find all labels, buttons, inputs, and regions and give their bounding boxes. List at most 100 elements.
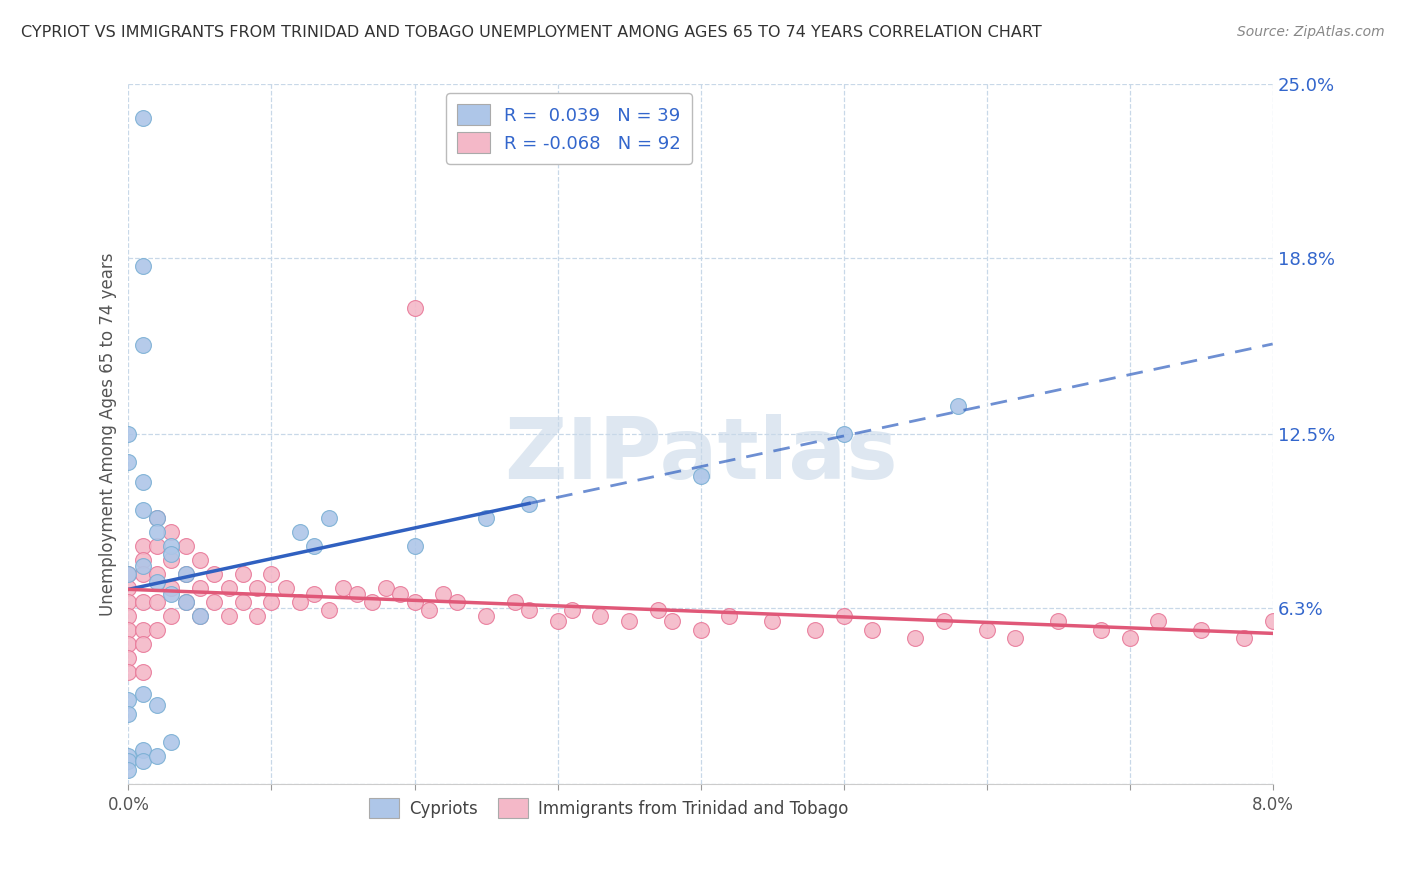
- Point: [718, 608, 741, 623]
- Point: [389, 586, 412, 600]
- Point: [318, 511, 340, 525]
- Point: [132, 637, 155, 651]
- Point: [174, 595, 197, 609]
- Point: [117, 748, 139, 763]
- Point: [1090, 623, 1112, 637]
- Point: [246, 581, 269, 595]
- Point: [132, 623, 155, 637]
- Point: [547, 615, 569, 629]
- Point: [146, 511, 169, 525]
- Point: [832, 427, 855, 442]
- Point: [761, 615, 783, 629]
- Point: [446, 595, 468, 609]
- Point: [404, 539, 426, 553]
- Point: [617, 615, 640, 629]
- Point: [146, 511, 169, 525]
- Point: [146, 748, 169, 763]
- Point: [146, 575, 169, 590]
- Point: [360, 595, 382, 609]
- Point: [160, 539, 183, 553]
- Point: [132, 111, 155, 125]
- Point: [232, 566, 254, 581]
- Point: [160, 581, 183, 595]
- Point: [132, 553, 155, 567]
- Point: [304, 586, 326, 600]
- Point: [160, 547, 183, 561]
- Point: [260, 566, 283, 581]
- Point: [117, 595, 139, 609]
- Point: [174, 566, 197, 581]
- Point: [160, 524, 183, 539]
- Point: [117, 623, 139, 637]
- Text: Source: ZipAtlas.com: Source: ZipAtlas.com: [1237, 25, 1385, 39]
- Point: [260, 595, 283, 609]
- Point: [132, 687, 155, 701]
- Point: [132, 665, 155, 679]
- Point: [661, 615, 683, 629]
- Point: [146, 698, 169, 713]
- Point: [117, 706, 139, 721]
- Point: [146, 539, 169, 553]
- Point: [146, 623, 169, 637]
- Point: [117, 637, 139, 651]
- Point: [288, 595, 311, 609]
- Point: [404, 595, 426, 609]
- Point: [174, 595, 197, 609]
- Point: [1004, 632, 1026, 646]
- Point: [117, 608, 139, 623]
- Point: [475, 511, 498, 525]
- Point: [117, 763, 139, 777]
- Point: [132, 743, 155, 757]
- Point: [188, 608, 211, 623]
- Point: [174, 539, 197, 553]
- Point: [132, 539, 155, 553]
- Point: [117, 755, 139, 769]
- Point: [689, 623, 711, 637]
- Point: [374, 581, 396, 595]
- Point: [117, 427, 139, 442]
- Point: [404, 301, 426, 316]
- Point: [517, 497, 540, 511]
- Point: [188, 581, 211, 595]
- Point: [432, 586, 454, 600]
- Point: [202, 566, 225, 581]
- Point: [418, 603, 440, 617]
- Point: [146, 524, 169, 539]
- Point: [146, 595, 169, 609]
- Point: [1189, 623, 1212, 637]
- Point: [117, 566, 139, 581]
- Point: [832, 608, 855, 623]
- Point: [946, 399, 969, 413]
- Point: [160, 553, 183, 567]
- Point: [689, 469, 711, 483]
- Point: [160, 608, 183, 623]
- Point: [132, 259, 155, 273]
- Point: [117, 455, 139, 469]
- Point: [146, 566, 169, 581]
- Point: [976, 623, 998, 637]
- Point: [132, 755, 155, 769]
- Point: [1118, 632, 1140, 646]
- Point: [346, 586, 368, 600]
- Point: [246, 608, 269, 623]
- Point: [132, 595, 155, 609]
- Point: [202, 595, 225, 609]
- Point: [1261, 615, 1284, 629]
- Point: [160, 586, 183, 600]
- Point: [860, 623, 883, 637]
- Text: ZIPatlas: ZIPatlas: [503, 414, 897, 497]
- Point: [561, 603, 583, 617]
- Point: [117, 665, 139, 679]
- Point: [274, 581, 297, 595]
- Point: [117, 693, 139, 707]
- Point: [232, 595, 254, 609]
- Point: [132, 558, 155, 573]
- Y-axis label: Unemployment Among Ages 65 to 74 years: Unemployment Among Ages 65 to 74 years: [100, 252, 117, 615]
- Point: [218, 581, 240, 595]
- Point: [132, 337, 155, 351]
- Point: [932, 615, 955, 629]
- Point: [304, 539, 326, 553]
- Point: [174, 566, 197, 581]
- Point: [475, 608, 498, 623]
- Point: [517, 603, 540, 617]
